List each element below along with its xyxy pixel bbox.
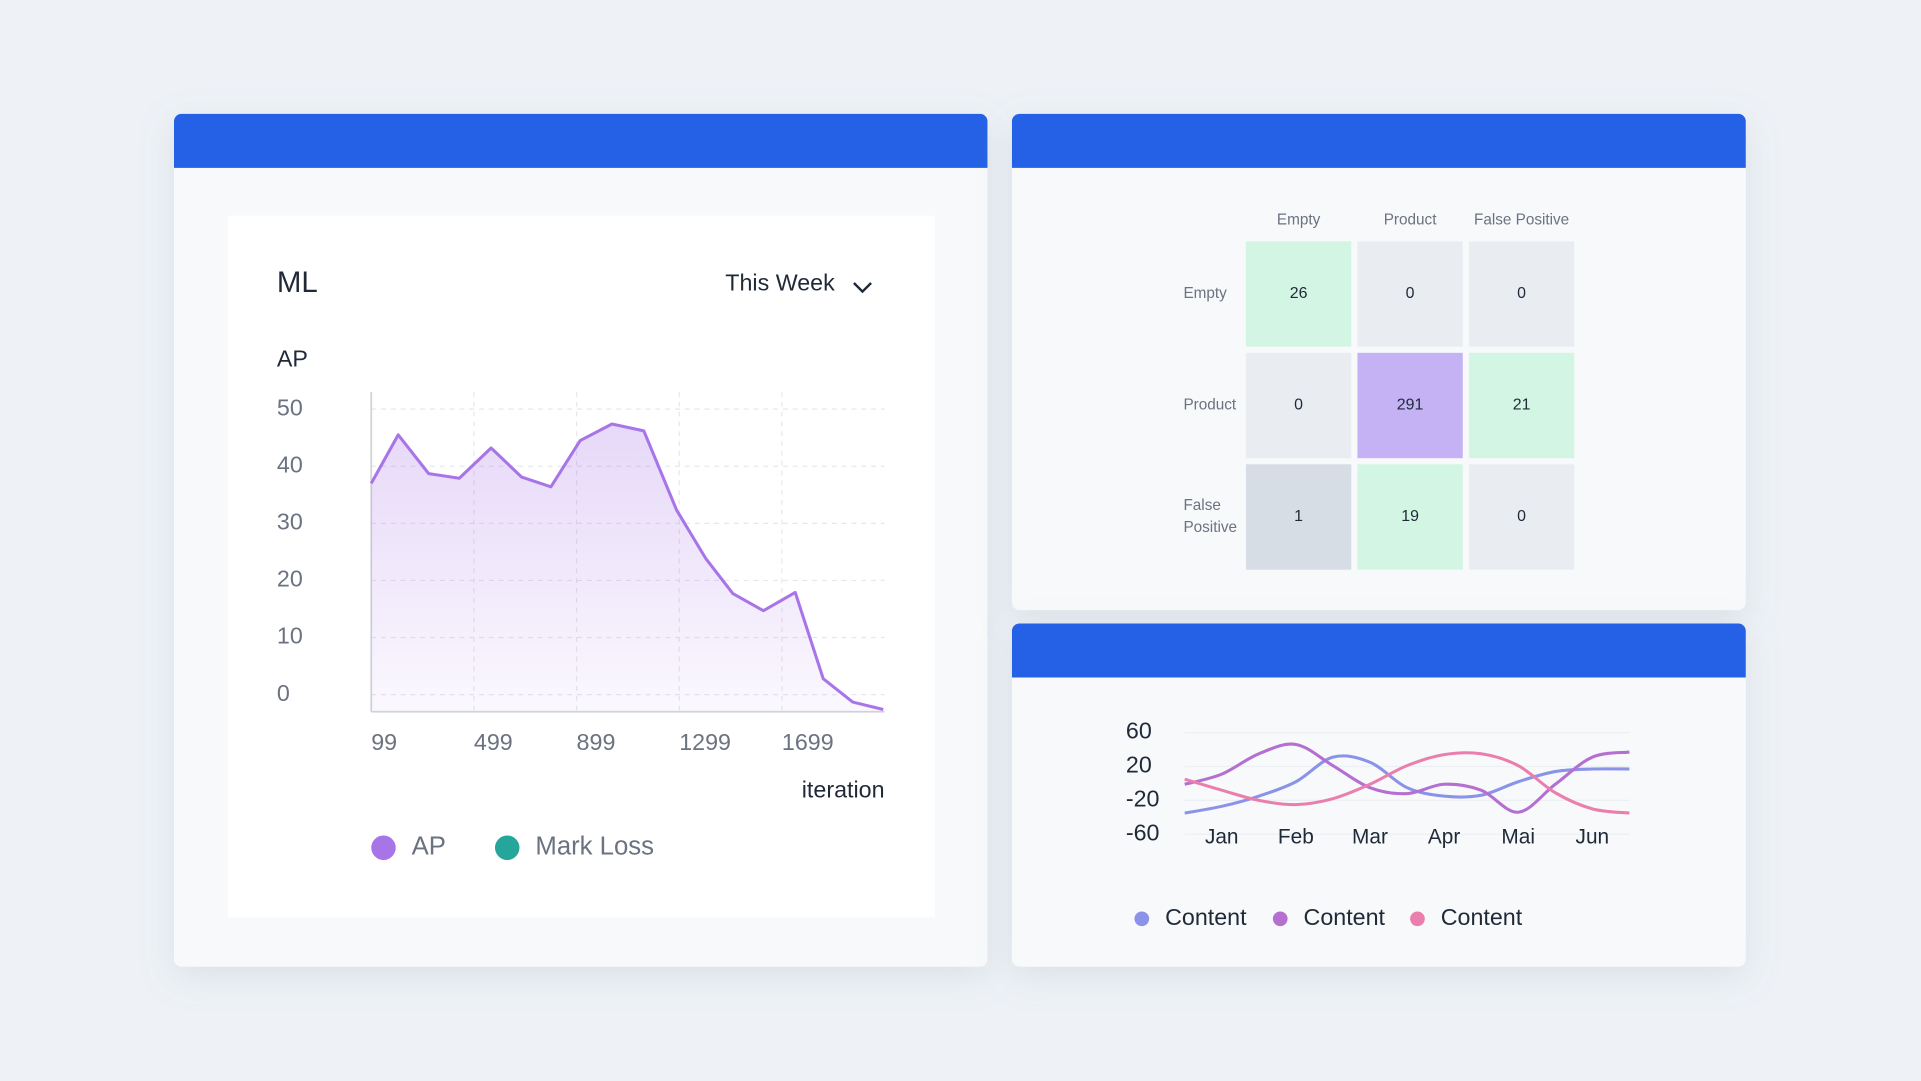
heatmap-cell	[1357, 464, 1463, 570]
x-tick-label: 499	[474, 729, 513, 755]
legend-marker	[1134, 911, 1150, 927]
cell-value: 19	[1401, 508, 1419, 525]
x-tick-label: 1699	[782, 729, 834, 755]
heatmap-cell	[1245, 241, 1352, 347]
y-tick-label: 30	[277, 508, 303, 534]
x-tick-label: Apr	[1428, 825, 1460, 848]
heatmap-cell	[1245, 352, 1352, 459]
column-label: Empty	[1277, 212, 1321, 229]
line	[1184, 751, 1630, 815]
y-tick-label: -60	[1126, 819, 1160, 845]
x-tick-label: Mai	[1501, 825, 1535, 848]
heatmap-cell	[1357, 241, 1463, 347]
y-axis-label: AP	[277, 345, 308, 371]
x-tick-label: Jun	[1576, 825, 1610, 848]
x-axis-label: iteration	[802, 777, 885, 803]
heatmap-cell	[1468, 464, 1575, 570]
line	[369, 422, 884, 711]
legend-marker	[494, 835, 520, 860]
card-header	[174, 113, 988, 168]
row-label: False	[1183, 497, 1220, 514]
legend-marker	[1272, 911, 1288, 927]
row-label: Empty	[1183, 285, 1227, 302]
y-tick-label: 40	[277, 451, 303, 477]
column-label: False Positive	[1474, 212, 1569, 229]
y-tick-label: 10	[277, 623, 303, 649]
heatmap-cell	[1245, 464, 1352, 570]
y-tick-label: 50	[277, 394, 303, 420]
x-tick-label: Jan	[1205, 825, 1239, 848]
cell-value: 0	[1406, 285, 1415, 302]
heatmap-cell	[1468, 352, 1575, 459]
legend-label: Content	[1165, 904, 1247, 930]
card-header	[1011, 113, 1746, 168]
y-tick-label: 20	[1126, 752, 1152, 778]
x-tick-label: 1299	[679, 729, 731, 755]
y-tick-label: 20	[277, 566, 303, 592]
cell-value: 1	[1294, 508, 1303, 525]
column-label: Product	[1384, 212, 1437, 229]
line	[1184, 742, 1630, 814]
cell-value: 0	[1294, 397, 1303, 414]
cell-value: 0	[1517, 285, 1526, 302]
legend-label: Content	[1441, 904, 1523, 930]
cell-value: 21	[1513, 397, 1531, 414]
x-tick-label: 899	[577, 729, 616, 755]
legend-label: Mark Loss	[535, 833, 654, 861]
y-tick-label: -20	[1126, 786, 1160, 812]
cell-value: 291	[1397, 397, 1424, 414]
dropdown[interactable]: This Week	[725, 269, 835, 295]
cell-value: 0	[1517, 508, 1526, 525]
x-tick-label: 99	[371, 729, 397, 755]
chart-title: ML	[277, 266, 318, 299]
area	[371, 423, 884, 712]
row-label: Positive	[1183, 519, 1237, 536]
dropdown-chevron[interactable]	[853, 282, 872, 294]
heatmap-cell	[1357, 352, 1463, 459]
line	[1184, 754, 1630, 815]
y-tick-label: 60	[1126, 718, 1152, 744]
card	[1011, 623, 1746, 967]
row-label: Product	[1183, 397, 1236, 414]
cell-value: 26	[1290, 285, 1308, 302]
x-tick-label: Feb	[1278, 825, 1314, 848]
heatmap-cell	[1468, 241, 1575, 347]
x-tick-label: Mar	[1352, 825, 1388, 848]
legend-marker	[371, 835, 396, 860]
legend-marker	[1410, 911, 1425, 927]
y-tick-label: 0	[277, 680, 290, 706]
legend-label: Content	[1304, 904, 1386, 930]
card-header	[1011, 623, 1746, 678]
legend-label: AP	[412, 833, 446, 861]
